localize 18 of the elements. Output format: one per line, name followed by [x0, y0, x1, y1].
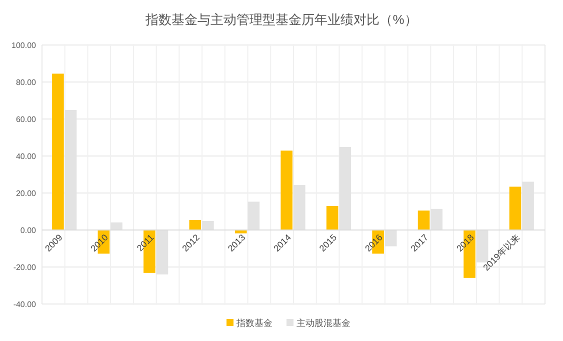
y-tick-label: -20.00 — [13, 263, 37, 272]
bar — [280, 150, 292, 230]
bar — [189, 220, 202, 230]
bar — [52, 74, 64, 230]
legend-label: 主动股混基金 — [296, 318, 350, 328]
y-tick-label: 100.00 — [12, 41, 37, 50]
bar — [509, 186, 522, 230]
bar — [418, 210, 430, 230]
title: 指数基金与主动管理型基金历年业绩对比（%） — [146, 12, 418, 27]
y-tick-label: -40.00 — [13, 300, 37, 309]
y-tick-label: 40.00 — [16, 152, 37, 161]
y-tick-label: 0.00 — [20, 226, 37, 235]
y-tick-label: 20.00 — [16, 189, 37, 198]
bar — [326, 206, 338, 230]
y-tick-label: 60.00 — [16, 115, 37, 124]
legend-label: 指数基金 — [236, 318, 272, 328]
bar — [234, 230, 247, 234]
y-tick-label: 80.00 — [16, 78, 37, 87]
